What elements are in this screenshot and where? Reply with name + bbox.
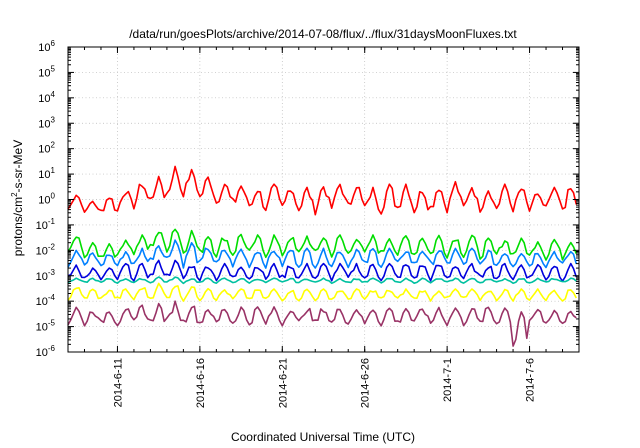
series-line xyxy=(67,259,578,283)
y-axis-label: protons/cm2-s-sr-MeV xyxy=(10,140,25,256)
series-line xyxy=(67,276,577,285)
y-axis-label-unit: protons/cm xyxy=(11,197,25,256)
x-tick-label: 2014-7-1 xyxy=(442,358,454,402)
y-tick-label: 106 xyxy=(38,39,55,54)
series-line xyxy=(67,239,578,269)
y-tick-label: 101 xyxy=(38,166,55,181)
y-tick-label: 103 xyxy=(38,115,55,130)
x-tick-label: 2014-7-6 xyxy=(525,358,537,402)
y-tick-label: 10-6 xyxy=(36,344,56,359)
x-tick-label: 2014-6-16 xyxy=(195,358,207,408)
y-tick-label: 10-1 xyxy=(36,217,56,232)
x-tick-label: 2014-6-26 xyxy=(360,358,372,408)
x-tick-labels: 2014-6-11 2014-6-16 2014-6-21 2014-6-26 2014… xyxy=(112,358,536,408)
series-line xyxy=(67,300,577,347)
chart-title: /data/run/goesPlots/archive/2014-07-08/f… xyxy=(129,27,517,41)
y-tick-label: 10-2 xyxy=(36,242,56,257)
y-tick-label: 10-5 xyxy=(36,319,56,334)
tick-marks xyxy=(67,46,580,353)
y-tick-label: 10-3 xyxy=(36,268,56,283)
y-axis-label-suffix: -s-sr-MeV xyxy=(11,140,25,193)
y-tick-label: 102 xyxy=(38,141,55,156)
x-tick-label: 2014-6-11 xyxy=(112,358,124,407)
y-tick-label: 105 xyxy=(38,64,55,79)
y-tick-label: 104 xyxy=(38,90,55,105)
series-line xyxy=(67,282,578,302)
y-tick-labels: 10-6 10-5 10-4 10-3 10-2 10-1 100 101 102 103 104 1… xyxy=(36,39,56,359)
x-axis-label: Coordinated Universal Time (UTC) xyxy=(231,430,415,444)
series-line xyxy=(67,165,578,216)
x-tick-label: 2014-6-21 xyxy=(277,358,289,408)
series-layer xyxy=(67,165,578,347)
y-tick-label: 100 xyxy=(38,192,55,207)
y-tick-label: 10-4 xyxy=(36,293,56,308)
y-axis-label-exponent: 2 xyxy=(10,192,19,197)
grid-lines xyxy=(68,47,579,352)
series-line xyxy=(67,228,578,261)
